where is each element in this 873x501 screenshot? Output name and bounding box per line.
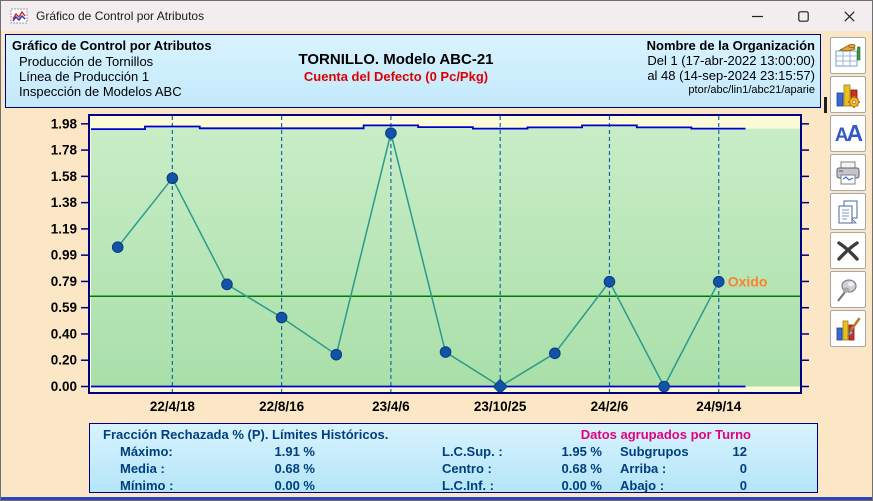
data-path: ptor/abc/lin1/abc21/aparie bbox=[688, 84, 815, 96]
control-chart: Oxido 1.98 1.78 1.58 1.38 1.19 0.99 0.79 0.59 0.4… bbox=[51, 114, 809, 414]
svg-text:1.19: 1.19 bbox=[51, 221, 77, 236]
window-title: Gráfico de Control por Atributos bbox=[36, 9, 205, 23]
svg-text:0.79: 0.79 bbox=[51, 274, 77, 289]
max-value: 1.91 % bbox=[274, 444, 315, 459]
svg-text:1.98: 1.98 bbox=[51, 116, 78, 131]
fonts-icon: AA bbox=[834, 120, 863, 146]
chart-type-title: Gráfico de Control por Atributos bbox=[12, 38, 212, 53]
splitter-mark bbox=[824, 97, 827, 113]
header-line-process: Producción de Tornillos bbox=[19, 54, 154, 69]
stats-row: Máximo: 1.91 % L.C.Sup. : 1.95 % Subgrup… bbox=[90, 444, 817, 461]
lcl-label: L.C.Inf. : bbox=[442, 478, 494, 493]
copy-pages-icon bbox=[838, 200, 858, 223]
center-label: Centro : bbox=[442, 461, 492, 476]
chart-settings-button[interactable] bbox=[830, 76, 866, 113]
chart-style-icon bbox=[836, 317, 861, 340]
svg-text:0.00: 0.00 bbox=[51, 379, 77, 394]
min-label: Mínimo : bbox=[120, 478, 174, 493]
range-to: al 48 (14-sep-2024 23:15:57) bbox=[647, 68, 815, 83]
svg-text:1.58: 1.58 bbox=[51, 169, 78, 184]
svg-text:23/4/6: 23/4/6 bbox=[372, 399, 410, 414]
chart-style-button[interactable] bbox=[830, 310, 866, 347]
header-center-block: TORNILLO. Modelo ABC-21 Cuenta del Defec… bbox=[246, 51, 546, 85]
minimize-icon bbox=[751, 15, 763, 17]
defect-subtitle: Cuenta del Defecto (0 Pc/Pkg) bbox=[303, 69, 489, 84]
svg-text:1.38: 1.38 bbox=[51, 195, 78, 210]
lcl-value: 0.00 % bbox=[561, 478, 602, 493]
delete-button[interactable] bbox=[830, 232, 866, 269]
pin-icon bbox=[837, 278, 857, 302]
header-right-block: Nombre de la Organización Del 1 (17-abr-… bbox=[647, 38, 815, 98]
delete-x-icon bbox=[837, 240, 859, 261]
svg-text:24/9/14: 24/9/14 bbox=[696, 399, 742, 414]
subgroups-label: Subgrupos bbox=[620, 444, 689, 459]
data-table-icon bbox=[835, 43, 861, 66]
ucl-label: L.C.Sup. : bbox=[442, 444, 503, 459]
center-value: 0.68 % bbox=[561, 461, 602, 476]
svg-text:23/10/25: 23/10/25 bbox=[474, 399, 527, 414]
mean-value: 0.68 % bbox=[274, 461, 315, 476]
model-title: TORNILLO. Modelo ABC-21 bbox=[298, 51, 494, 68]
range-from: Del 1 (17-abr-2022 13:00:00) bbox=[647, 53, 815, 68]
above-value: 0 bbox=[739, 461, 747, 476]
svg-text:0.99: 0.99 bbox=[51, 248, 77, 263]
subgroups-value: 12 bbox=[732, 444, 747, 459]
maximize-button[interactable] bbox=[780, 1, 826, 31]
mean-label: Media : bbox=[120, 461, 165, 476]
below-value: 0 bbox=[739, 478, 747, 493]
grouping-title: Datos agrupados por Turno bbox=[580, 427, 751, 442]
header-line-inspection: Inspección de Modelos ABC bbox=[19, 84, 182, 99]
bottom-accent-strip bbox=[1, 497, 872, 500]
header-line-productionline: Línea de Producción 1 bbox=[19, 69, 150, 84]
svg-text:1.78: 1.78 bbox=[51, 143, 78, 158]
minimize-button[interactable] bbox=[734, 1, 780, 31]
print-button[interactable] bbox=[830, 154, 866, 191]
close-icon bbox=[843, 10, 855, 22]
point-annotation: Oxido bbox=[728, 274, 768, 290]
data-table-button[interactable] bbox=[830, 37, 866, 74]
svg-text:0.20: 0.20 bbox=[51, 353, 77, 368]
stats-panel: Fracción Rechazada % (P). Límites Histór… bbox=[89, 423, 818, 493]
organization-name: Nombre de la Organización bbox=[646, 38, 815, 53]
svg-text:24/2/6: 24/2/6 bbox=[591, 399, 629, 414]
above-label: Arriba : bbox=[620, 461, 667, 476]
window-controls bbox=[734, 1, 872, 31]
stats-title: Fracción Rechazada % (P). Límites Histór… bbox=[103, 427, 389, 442]
app-logo-icon bbox=[10, 8, 28, 24]
max-label: Máximo: bbox=[120, 444, 173, 459]
chart-settings-icon bbox=[836, 84, 860, 108]
fonts-button[interactable]: AA bbox=[830, 115, 866, 152]
svg-text:0.40: 0.40 bbox=[51, 326, 77, 341]
ucl-value: 1.95 % bbox=[561, 444, 602, 459]
header-left-block: Gráfico de Control por Atributos Producc… bbox=[12, 38, 212, 99]
maximize-icon bbox=[797, 10, 809, 22]
header-panel: Gráfico de Control por Atributos Producc… bbox=[5, 34, 821, 108]
copy-pages-button[interactable] bbox=[830, 193, 866, 230]
svg-text:0.59: 0.59 bbox=[51, 300, 77, 315]
print-icon bbox=[836, 161, 860, 184]
stats-row: Mínimo : 0.00 % L.C.Inf. : 0.00 % Abajo … bbox=[90, 478, 817, 495]
titlebar: Gráfico de Control por Atributos bbox=[1, 1, 872, 31]
toolbar: AA bbox=[830, 37, 868, 349]
svg-text:22/8/16: 22/8/16 bbox=[259, 399, 305, 414]
pin-button[interactable] bbox=[830, 271, 866, 308]
stats-row: Media : 0.68 % Centro : 0.68 % Arriba : … bbox=[90, 461, 817, 478]
min-value: 0.00 % bbox=[274, 478, 315, 493]
content-area: Gráfico de Control por Atributos Producc… bbox=[1, 31, 872, 500]
close-button[interactable] bbox=[826, 1, 872, 31]
below-label: Abajo : bbox=[620, 478, 665, 493]
svg-text:22/4/18: 22/4/18 bbox=[150, 399, 196, 414]
